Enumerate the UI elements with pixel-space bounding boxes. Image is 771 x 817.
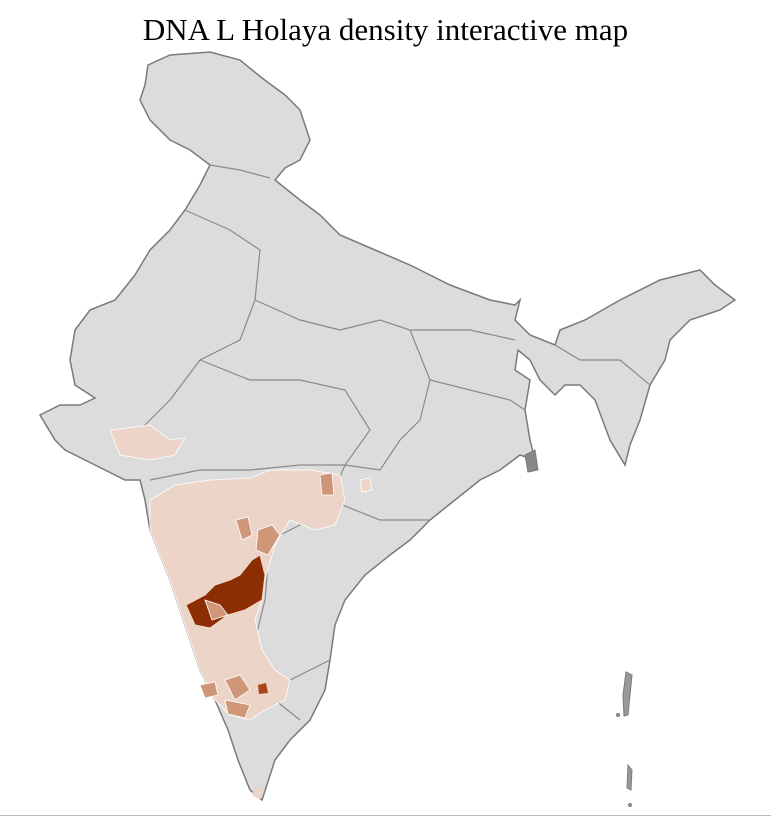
- region-medium-7[interactable]: [224, 699, 251, 719]
- region-medium-4[interactable]: [204, 599, 229, 621]
- bottom-divider: [0, 815, 771, 816]
- region-medium-3[interactable]: [319, 472, 335, 496]
- region-high-2[interactable]: [258, 683, 268, 694]
- region-medium-1[interactable]: [235, 516, 253, 541]
- region-low-kerala-tip[interactable]: [252, 785, 262, 800]
- region-low-east[interactable]: [359, 477, 373, 493]
- choropleth-shaded-districts[interactable]: [109, 424, 373, 800]
- region-medium-5[interactable]: [199, 681, 219, 699]
- map-title: DNA L Holaya density interactive map: [142, 12, 629, 47]
- islands: [524, 449, 633, 807]
- region-medium-2[interactable]: [255, 524, 281, 556]
- region-medium-6[interactable]: [224, 674, 251, 701]
- region-low-gujarat[interactable]: [109, 424, 186, 461]
- region-high-cluster[interactable]: [185, 554, 266, 629]
